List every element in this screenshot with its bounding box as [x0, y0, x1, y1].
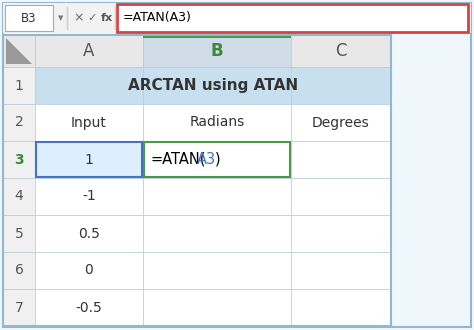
- Text: A3: A3: [197, 152, 216, 167]
- Text: Radians: Radians: [190, 115, 245, 129]
- FancyBboxPatch shape: [3, 178, 35, 215]
- FancyBboxPatch shape: [291, 215, 391, 252]
- FancyBboxPatch shape: [3, 141, 35, 178]
- Text: =ATAN(A3): =ATAN(A3): [123, 12, 192, 24]
- FancyBboxPatch shape: [143, 289, 291, 326]
- Text: 2: 2: [15, 115, 23, 129]
- Text: 1: 1: [84, 152, 93, 167]
- FancyBboxPatch shape: [3, 3, 471, 327]
- Text: A: A: [83, 42, 95, 60]
- FancyBboxPatch shape: [35, 289, 143, 326]
- Polygon shape: [6, 38, 32, 64]
- FancyBboxPatch shape: [143, 35, 291, 38]
- Text: B: B: [210, 42, 223, 60]
- Text: ARCTAN using ATAN: ARCTAN using ATAN: [128, 78, 298, 93]
- FancyBboxPatch shape: [291, 35, 391, 67]
- Text: 3: 3: [14, 152, 24, 167]
- Text: ✓: ✓: [87, 13, 96, 23]
- FancyBboxPatch shape: [291, 289, 391, 326]
- Text: 4: 4: [15, 189, 23, 204]
- Text: =ATAN(: =ATAN(: [151, 152, 207, 167]
- FancyBboxPatch shape: [3, 104, 35, 141]
- FancyBboxPatch shape: [35, 178, 143, 215]
- FancyBboxPatch shape: [5, 5, 53, 31]
- FancyBboxPatch shape: [291, 178, 391, 215]
- FancyBboxPatch shape: [3, 67, 35, 104]
- FancyBboxPatch shape: [3, 35, 35, 67]
- FancyBboxPatch shape: [143, 67, 291, 104]
- Text: C: C: [335, 42, 347, 60]
- Text: ): ): [215, 152, 220, 167]
- FancyBboxPatch shape: [143, 104, 291, 141]
- FancyBboxPatch shape: [143, 35, 291, 67]
- Text: Degrees: Degrees: [312, 115, 370, 129]
- FancyBboxPatch shape: [3, 252, 35, 289]
- FancyBboxPatch shape: [3, 215, 35, 252]
- Text: -1: -1: [82, 189, 96, 204]
- FancyBboxPatch shape: [35, 141, 143, 178]
- FancyBboxPatch shape: [291, 141, 391, 178]
- Text: B3: B3: [21, 12, 37, 24]
- FancyBboxPatch shape: [291, 104, 391, 141]
- FancyBboxPatch shape: [291, 67, 391, 104]
- Text: ×: ×: [73, 12, 83, 24]
- Text: fx: fx: [101, 13, 113, 23]
- Text: 1: 1: [15, 79, 23, 92]
- Text: Input: Input: [71, 115, 107, 129]
- Text: 0: 0: [85, 263, 93, 278]
- Text: -0.5: -0.5: [76, 301, 102, 314]
- Text: 0.5: 0.5: [78, 226, 100, 241]
- FancyBboxPatch shape: [143, 252, 291, 289]
- Text: 6: 6: [15, 263, 23, 278]
- FancyBboxPatch shape: [35, 252, 143, 289]
- FancyBboxPatch shape: [35, 67, 143, 104]
- FancyBboxPatch shape: [291, 252, 391, 289]
- FancyBboxPatch shape: [143, 215, 291, 252]
- FancyBboxPatch shape: [117, 4, 468, 32]
- FancyBboxPatch shape: [143, 141, 291, 178]
- FancyBboxPatch shape: [3, 3, 471, 33]
- FancyBboxPatch shape: [3, 289, 35, 326]
- Text: 5: 5: [15, 226, 23, 241]
- FancyBboxPatch shape: [35, 215, 143, 252]
- Text: 7: 7: [15, 301, 23, 314]
- FancyBboxPatch shape: [35, 104, 143, 141]
- FancyBboxPatch shape: [35, 35, 143, 67]
- FancyBboxPatch shape: [143, 178, 291, 215]
- Text: ▼: ▼: [58, 15, 64, 21]
